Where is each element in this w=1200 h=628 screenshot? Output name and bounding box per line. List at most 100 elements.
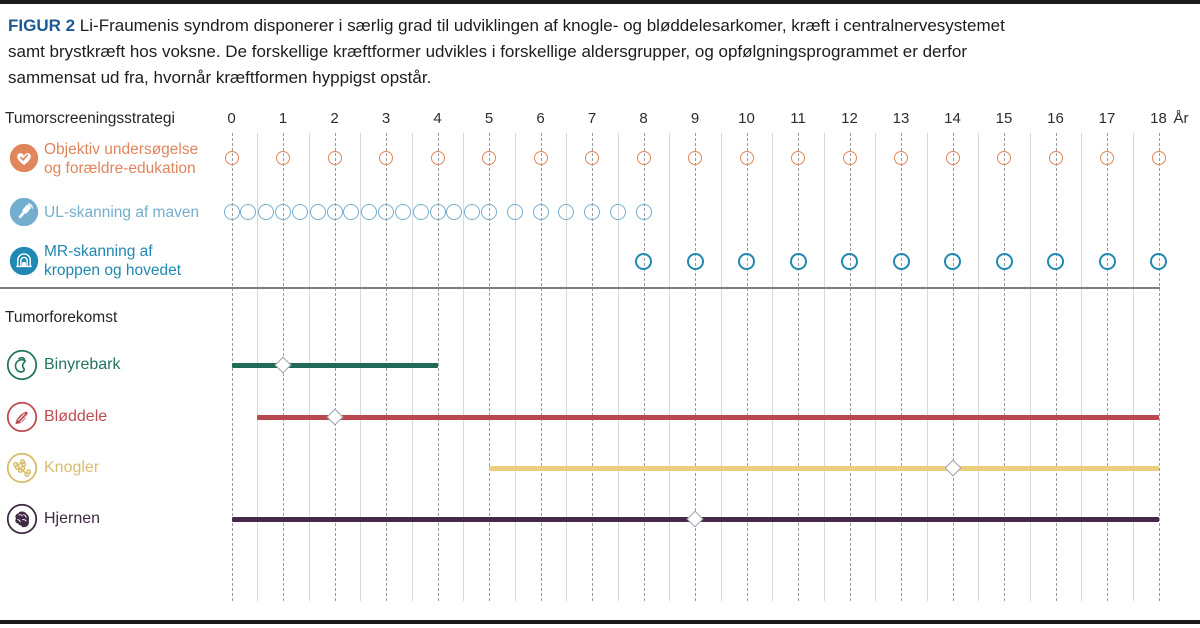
screening-marker-circle [506,204,523,220]
half-year-gridline [1029,133,1031,601]
screening-marker-circle [430,151,445,165]
axis-tick-label: 1 [278,110,288,127]
axis-tick-label: 2 [330,110,339,127]
screening-marker-circle [688,151,702,165]
row-label-text: Hjernen [44,510,101,527]
year-gridline [952,133,954,601]
screening-marker-circle [1151,151,1166,165]
screening-marker-circle [275,204,291,220]
row-label-text: Bløddele [44,408,108,425]
axis-tick-label: 18 [1150,110,1167,127]
screening-marker-circle [635,252,652,270]
screening-marker-circle [1100,151,1114,165]
screening-marker-circle [223,204,240,220]
screening-marker-circle [481,204,497,220]
year-gridline [1004,133,1005,601]
year-gridline [849,133,851,601]
half-year-gridline [823,133,825,601]
half-year-gridline [617,133,619,601]
peak-age-diamond [686,510,704,528]
screening-marker-circle [379,151,393,165]
axis-tick-label: 15 [995,110,1013,127]
screening-marker-circle [841,252,858,270]
row-label-text: Objektiv undersøgelse [44,141,199,158]
half-year-gridline [926,133,928,601]
screening-marker-circle [1048,151,1063,165]
screening-marker-circle [258,204,274,220]
screening-marker-circle [609,204,626,220]
ultrasound-probe-icon [9,197,39,227]
screening-marker-circle [429,204,446,220]
row-label-text: kroppen og hovedet [44,262,182,279]
screening-marker-circle [291,204,308,220]
figure-label: FIGUR 2 [8,16,76,35]
year-gridline [1107,133,1108,601]
screening-marker-circle [276,151,290,165]
screening-marker-circle [361,204,377,220]
screening-marker-circle [412,204,429,220]
axis-tick-label: 4 [433,110,442,127]
screening-marker-circle [892,252,910,270]
screening-marker-circle [558,204,575,220]
axis-tick-label: 13 [892,110,910,127]
screening-marker-circle [636,151,651,165]
axis-tick-label: 17 [1098,110,1116,127]
axis-tick-label: 8 [639,110,648,127]
screening-marker-circle [789,252,807,270]
year-gridline [643,133,645,601]
mri-scanner-icon [9,246,39,276]
brain-icon [6,503,38,535]
caption-line-1: FIGUR 2 Li-Fraumenis syndrom disponerer … [8,13,1192,39]
axis-tick-label: 6 [536,110,545,127]
axis-tick-label: 7 [587,110,597,127]
caption-line-2: samt brystkræft hos voksne. De forskelli… [8,42,967,61]
year-gridline [540,133,542,601]
peak-age-diamond [326,408,343,426]
screening-marker-circle [482,151,496,165]
half-year-gridline [463,133,465,601]
bottom-border-rule [0,620,1200,624]
screening-marker-circle [378,204,394,220]
caption-text-1: Li-Fraumenis syndrom disponerer i særlig… [79,16,1005,35]
top-border-rule [0,0,1200,4]
half-year-gridline [1081,133,1083,601]
axis-tick-label: 10 [738,110,755,127]
screening-marker-circle [945,151,960,165]
tumor-occurrence-bar [257,414,1159,420]
screening-marker-circle [326,204,343,220]
screening-marker-circle [533,151,548,165]
year-gridline [901,133,902,601]
screening-marker-circle [532,204,549,220]
screening-marker-circle [739,151,754,165]
screening-marker-circle [394,204,411,220]
year-gridline [489,133,490,601]
screening-marker-circle [842,151,857,165]
screening-marker-circle [1047,252,1064,270]
screening-marker-circle [585,151,599,165]
half-year-gridline [669,133,671,601]
screening-marker-circle [1098,252,1116,270]
row-label-text: og forældre-edukation [44,160,196,177]
half-year-gridline [566,133,568,601]
half-year-gridline [978,133,980,601]
year-gridline [1158,133,1160,601]
tumor-occurrence-bar [231,362,438,368]
axis-tick-label: 9 [690,110,700,127]
caption-line-3: sammensat ud fra, hvornår kræftformen hy… [8,68,432,87]
screening-marker-circle [584,204,600,220]
axis-tick-label: 14 [944,110,961,127]
axis-unit-label: År [1173,110,1189,127]
year-gridline [592,133,593,601]
half-year-gridline [772,133,774,601]
year-gridline [437,133,439,601]
axis-tick-label: 5 [484,110,494,127]
half-year-gridline [720,133,722,601]
half-year-gridline [514,133,516,601]
screening-marker-circle [327,151,342,165]
heart-check-icon [9,143,39,173]
screening-marker-circle [309,204,326,220]
screening-marker-circle [995,252,1013,270]
row-label-text: MR-skanning af [44,243,153,260]
year-gridline [1055,133,1057,601]
